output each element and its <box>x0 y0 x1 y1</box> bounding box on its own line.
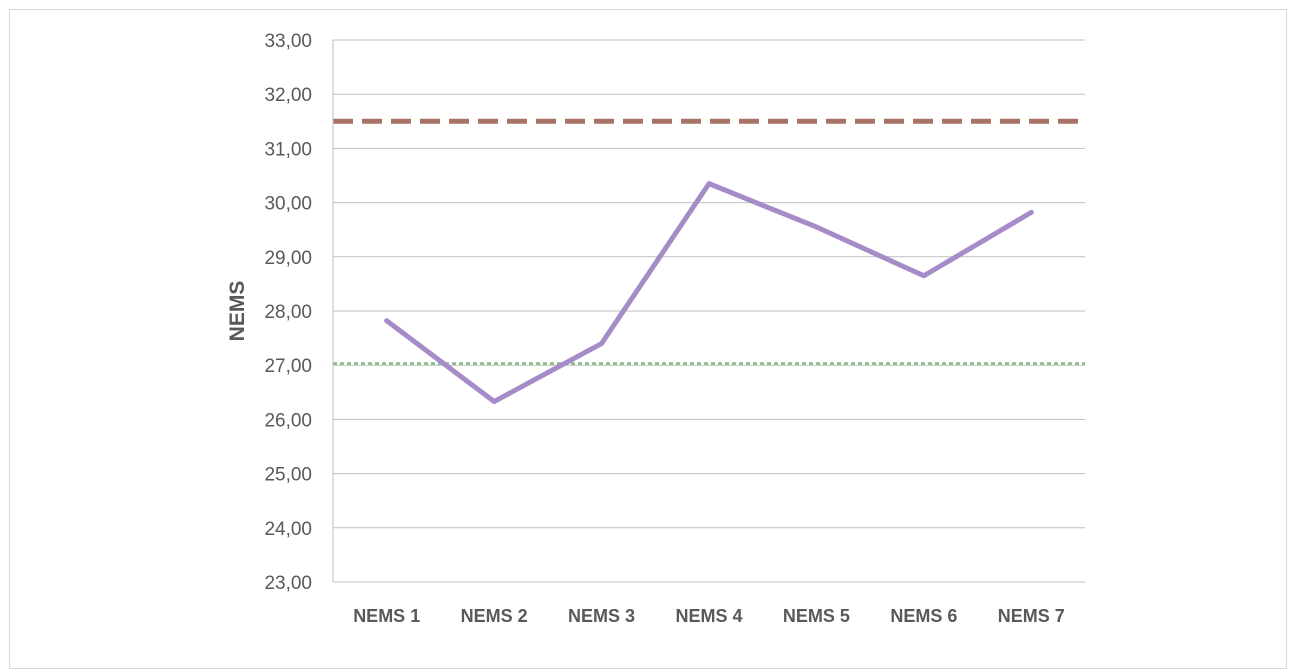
x-category-label: NEMS 6 <box>890 606 957 626</box>
y-tick-label: 23,00 <box>264 573 312 594</box>
x-category-label: NEMS 7 <box>998 606 1065 626</box>
y-tick-labels: 23,00 24,00 25,00 26,00 27,00 28,00 29,00 30,00… <box>264 31 312 594</box>
y-tick-label: 31,00 <box>264 139 312 160</box>
y-tick-label: 25,00 <box>264 465 312 486</box>
x-category-label: NEMS 4 <box>675 606 742 626</box>
y-tick-label: 27,00 <box>264 356 312 377</box>
data-point <box>813 224 819 230</box>
data-point <box>599 341 605 347</box>
x-category-label: NEMS 1 <box>353 606 420 626</box>
y-tick-label: 33,00 <box>264 31 312 52</box>
y-axis-title: NEMS <box>226 281 249 342</box>
data-point <box>384 318 390 324</box>
reference-lines <box>333 118 1085 366</box>
y-tick-label: 30,00 <box>264 194 312 215</box>
x-category-label: NEMS 5 <box>783 606 850 626</box>
x-category-labels: NEMS 1 NEMS 2 NEMS 3 NEMS 4 NEMS 5 NEMS 6 NEMS… <box>353 606 1065 626</box>
data-point <box>491 399 497 405</box>
data-point <box>706 181 712 187</box>
y-tick-label: 26,00 <box>264 410 312 431</box>
y-tick-label: 32,00 <box>264 85 312 106</box>
data-point <box>921 273 927 279</box>
x-category-label: NEMS 3 <box>568 606 635 626</box>
y-tick-label: 24,00 <box>264 519 312 540</box>
y-tick-label: 28,00 <box>264 302 312 323</box>
x-category-label: NEMS 2 <box>461 606 528 626</box>
series-lines <box>384 181 1034 405</box>
line-chart: 23,00 24,00 25,00 26,00 27,00 28,00 29,00 30,00… <box>226 31 1085 626</box>
y-tick-label: 29,00 <box>264 248 312 269</box>
data-point <box>1028 209 1034 215</box>
series-line <box>384 181 1034 405</box>
